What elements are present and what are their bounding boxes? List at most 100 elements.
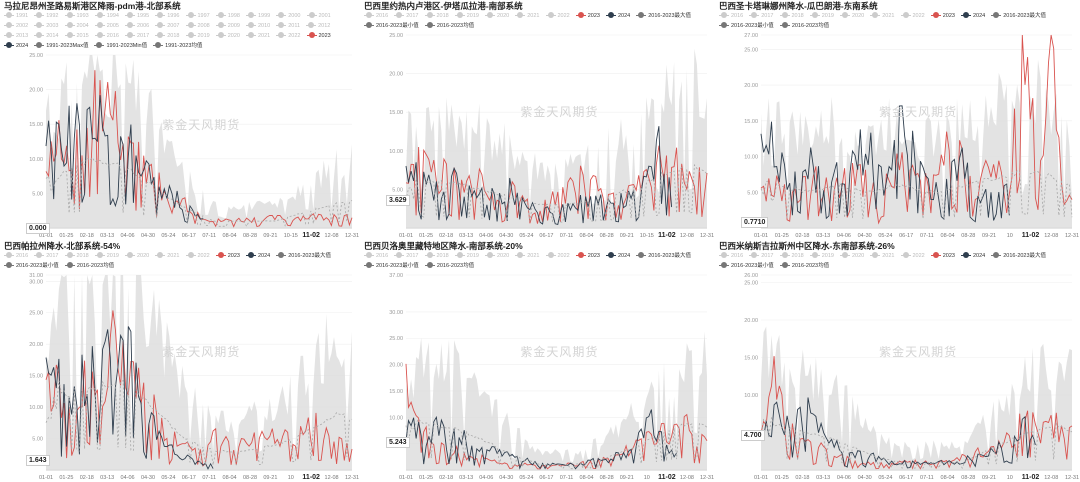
legend-item[interactable]: 2016-2023最大值 (991, 11, 1046, 21)
legend-item[interactable]: 2024 (606, 251, 630, 261)
legend-item[interactable]: 2024 (606, 11, 630, 21)
legend-item[interactable]: 2000 (276, 11, 301, 21)
legend-item[interactable]: 2023 (306, 31, 331, 41)
legend-item[interactable]: 1995 (125, 11, 149, 21)
legend-item[interactable]: 2010 (246, 21, 270, 31)
legend-item[interactable]: 2016 (719, 11, 743, 21)
legend-item[interactable]: 2018 (424, 11, 449, 21)
legend-item[interactable]: 2016 (4, 251, 28, 261)
legend-item[interactable]: 1993 (64, 11, 89, 21)
legend-item[interactable]: 2019 (809, 251, 834, 261)
legend-item[interactable]: 1991-2023Max值 (34, 41, 88, 51)
legend-item[interactable]: 2005 (94, 21, 119, 31)
x-tick-label: 04-06 (479, 233, 493, 239)
legend-item[interactable]: 2016-2023最大值 (636, 251, 691, 261)
legend-item[interactable]: 2012 (306, 21, 330, 31)
legend-item[interactable]: 1997 (185, 11, 210, 21)
legend-item[interactable]: 2017 (749, 11, 774, 21)
legend-item[interactable]: 1992 (34, 11, 59, 21)
legend-item[interactable]: 2020 (485, 11, 509, 21)
legend-item[interactable]: 2019 (94, 251, 119, 261)
legend-item[interactable]: 2015 (64, 31, 89, 41)
legend-item[interactable]: 2019 (454, 11, 479, 21)
legend-item[interactable]: 2019 (809, 11, 834, 21)
legend-item[interactable]: 2011 (276, 21, 300, 31)
legend-item[interactable]: 2016-2023最小值 (719, 21, 774, 31)
legend-item[interactable]: 2023 (215, 251, 240, 261)
legend-item[interactable]: 2021 (870, 11, 895, 21)
legend-item[interactable]: 1991 (4, 11, 28, 21)
legend-item[interactable]: 2023 (575, 251, 600, 261)
legend-item[interactable]: 2022 (276, 31, 301, 41)
legend-item[interactable]: 2023 (930, 11, 955, 21)
legend-item[interactable]: 2013 (4, 31, 28, 41)
x-tick-label: 10 (288, 475, 294, 481)
legend-item[interactable]: 2016-2023最小值 (364, 21, 419, 31)
legend-item[interactable]: 2024 (246, 251, 270, 261)
legend-item[interactable]: 2022 (900, 251, 925, 261)
legend-item[interactable]: 1991-2023Min值 (94, 41, 147, 51)
legend-item[interactable]: 2006 (125, 21, 149, 31)
legend-item[interactable]: 2018 (779, 11, 804, 21)
legend-item[interactable]: 2022 (545, 11, 570, 21)
x-tick-label: 08-28 (961, 475, 975, 481)
legend-item[interactable]: 2014 (34, 31, 59, 41)
legend-item[interactable]: 1994 (94, 11, 119, 21)
legend-item[interactable]: 2021 (515, 251, 540, 261)
legend-item[interactable]: 2003 (34, 21, 59, 31)
legend-item[interactable]: 2016 (719, 251, 743, 261)
legend-item[interactable]: 2021 (155, 251, 180, 261)
legend-item[interactable]: 2017 (34, 251, 59, 261)
legend-item[interactable]: 2004 (64, 21, 89, 31)
legend-item[interactable]: 2017 (749, 251, 774, 261)
legend-item[interactable]: 2021 (515, 11, 540, 21)
legend-item[interactable]: 2016-2023均值 (424, 21, 474, 31)
legend-item[interactable]: 2023 (575, 11, 600, 21)
legend-item[interactable]: 2017 (125, 31, 149, 41)
legend-item[interactable]: 2019 (454, 251, 479, 261)
legend-item[interactable]: 2002 (4, 21, 28, 31)
legend-item[interactable]: 2017 (394, 251, 419, 261)
legend-item[interactable]: 2022 (545, 251, 570, 261)
legend-item[interactable]: 2022 (185, 251, 210, 261)
legend-item[interactable]: 2018 (424, 251, 449, 261)
legend-item[interactable]: 2017 (394, 11, 419, 21)
legend-item[interactable]: 1998 (215, 11, 240, 21)
legend-item[interactable]: 2009 (215, 21, 240, 31)
legend-item[interactable]: 2007 (155, 21, 180, 31)
legend-item[interactable]: 2020 (840, 251, 864, 261)
legend-item[interactable]: 2020 (125, 251, 149, 261)
legend-item[interactable]: 2018 (64, 251, 89, 261)
legend-item[interactable]: 2019 (185, 31, 210, 41)
legend-item[interactable]: 2024 (961, 251, 985, 261)
legend-item[interactable]: 2016 (94, 31, 119, 41)
legend-item[interactable]: 1991-2023均值 (153, 41, 202, 51)
legend-item[interactable]: 2016-2023最大值 (991, 251, 1046, 261)
legend-item[interactable]: 2016-2023最大值 (276, 251, 331, 261)
legend-item[interactable]: 2008 (185, 21, 210, 31)
legend-item[interactable]: 2016-2023最大值 (636, 11, 691, 21)
legend-item[interactable]: 2023 (930, 251, 955, 261)
legend-item[interactable]: 2024 (961, 11, 985, 21)
legend-item[interactable]: 2020 (485, 251, 509, 261)
legend-item[interactable]: 2018 (779, 251, 804, 261)
legend-item[interactable]: 2016 (364, 251, 388, 261)
legend-item[interactable]: 2016-2023最小值 (364, 261, 419, 271)
legend-item[interactable]: 2020 (840, 11, 864, 21)
legend-item[interactable]: 2016-2023均值 (779, 261, 829, 271)
legend-item[interactable]: 2016-2023均值 (779, 21, 829, 31)
legend-item[interactable]: 2016 (364, 11, 388, 21)
legend-item[interactable]: 2018 (155, 31, 180, 41)
legend-item[interactable]: 2021 (870, 251, 895, 261)
legend-item[interactable]: 2016-2023均值 (64, 261, 114, 271)
legend-item[interactable]: 2016-2023均值 (424, 261, 474, 271)
legend-item[interactable]: 1999 (246, 11, 270, 21)
legend-item[interactable]: 2001 (306, 11, 331, 21)
legend-item[interactable]: 2021 (246, 31, 270, 41)
legend-item[interactable]: 2024 (4, 41, 28, 51)
legend-item[interactable]: 2016-2023最小值 (719, 261, 774, 271)
legend-item[interactable]: 2022 (900, 11, 925, 21)
legend-item[interactable]: 2020 (215, 31, 240, 41)
legend-item[interactable]: 2016-2023最小值 (4, 261, 59, 271)
legend-item[interactable]: 1996 (155, 11, 180, 21)
